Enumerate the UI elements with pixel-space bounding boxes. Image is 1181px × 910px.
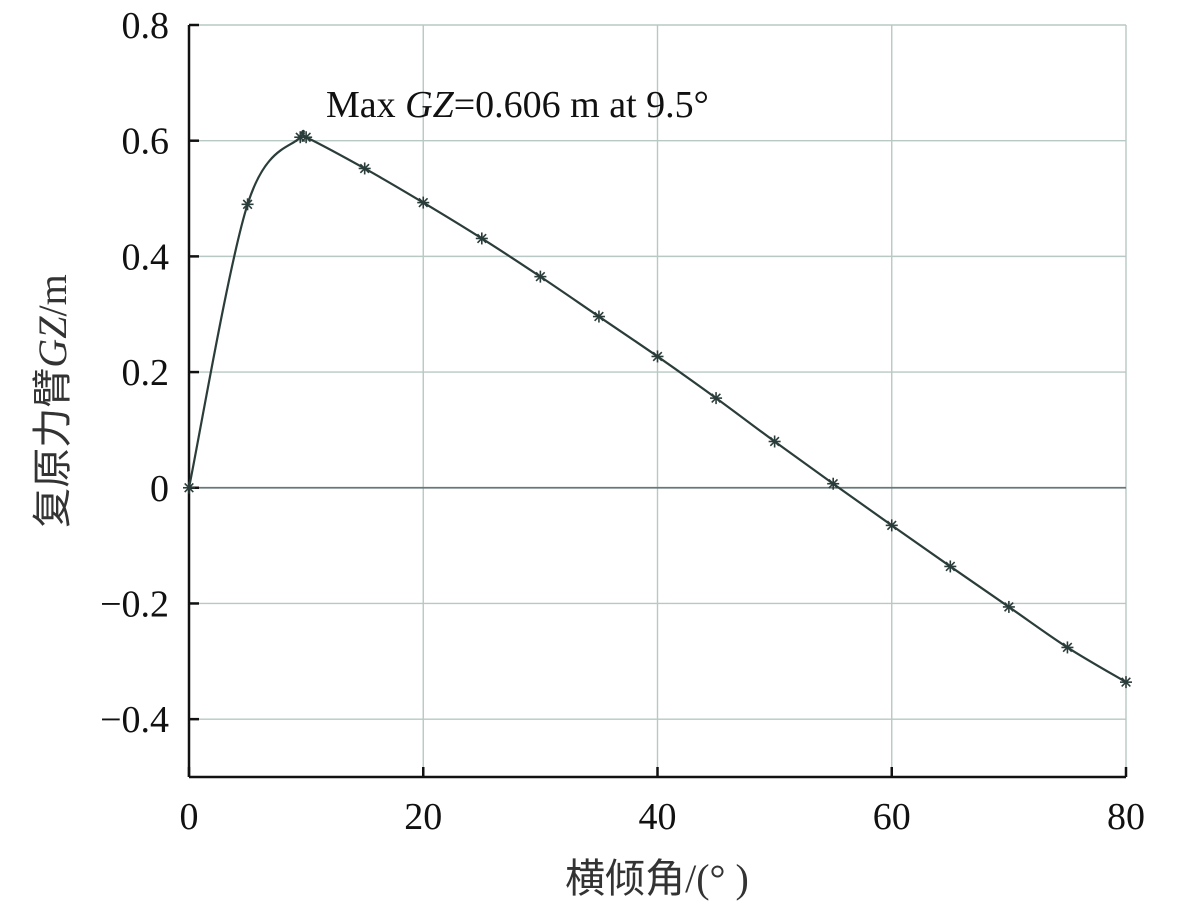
data-point-marker (1061, 641, 1074, 654)
y-axis-label: 复原力臂GZ/m (30, 274, 75, 527)
y-tick-label: 0.2 (122, 352, 170, 394)
data-point-marker (827, 477, 840, 490)
y-tick-label: −0.4 (100, 699, 169, 741)
y-tick-label: 0.6 (122, 121, 170, 163)
grid-lines (189, 24, 1127, 777)
y-tick-label: 0 (150, 468, 169, 510)
data-point-marker (475, 232, 488, 245)
x-tick-label: 80 (1107, 796, 1145, 838)
data-point-marker (417, 196, 430, 209)
data-point-marker (1120, 676, 1132, 689)
series (183, 129, 1132, 689)
x-tick-label: 60 (873, 796, 911, 838)
x-tick-label: 0 (180, 796, 199, 838)
data-point-marker (358, 162, 371, 175)
x-axis-label: 横倾角/(° ) (565, 856, 749, 901)
data-point-marker (592, 310, 605, 323)
data-point-marker (1002, 600, 1015, 613)
x-tick-label: 40 (639, 796, 677, 838)
data-point-marker (944, 560, 957, 573)
data-point-marker (241, 198, 254, 211)
data-point-marker (300, 131, 313, 144)
tick-labels: 0 20 40 60 80 0.8 0.6 0.4 0.2 0 −0.2 −0.4 (100, 5, 1145, 838)
x-tick-label: 20 (404, 796, 442, 838)
data-point-marker (183, 481, 195, 494)
data-point-marker (651, 350, 664, 363)
data-point-marker (534, 270, 547, 283)
y-tick-label: −0.2 (100, 583, 169, 625)
y-tick-label: 0.8 (122, 5, 170, 47)
data-point-marker (768, 435, 781, 448)
data-point-marker (710, 392, 723, 405)
max-gz-annotation: Max GZ=0.606 m at 9.5° (326, 84, 709, 126)
data-point-marker (885, 519, 898, 532)
y-tick-label: 0.4 (122, 236, 170, 278)
